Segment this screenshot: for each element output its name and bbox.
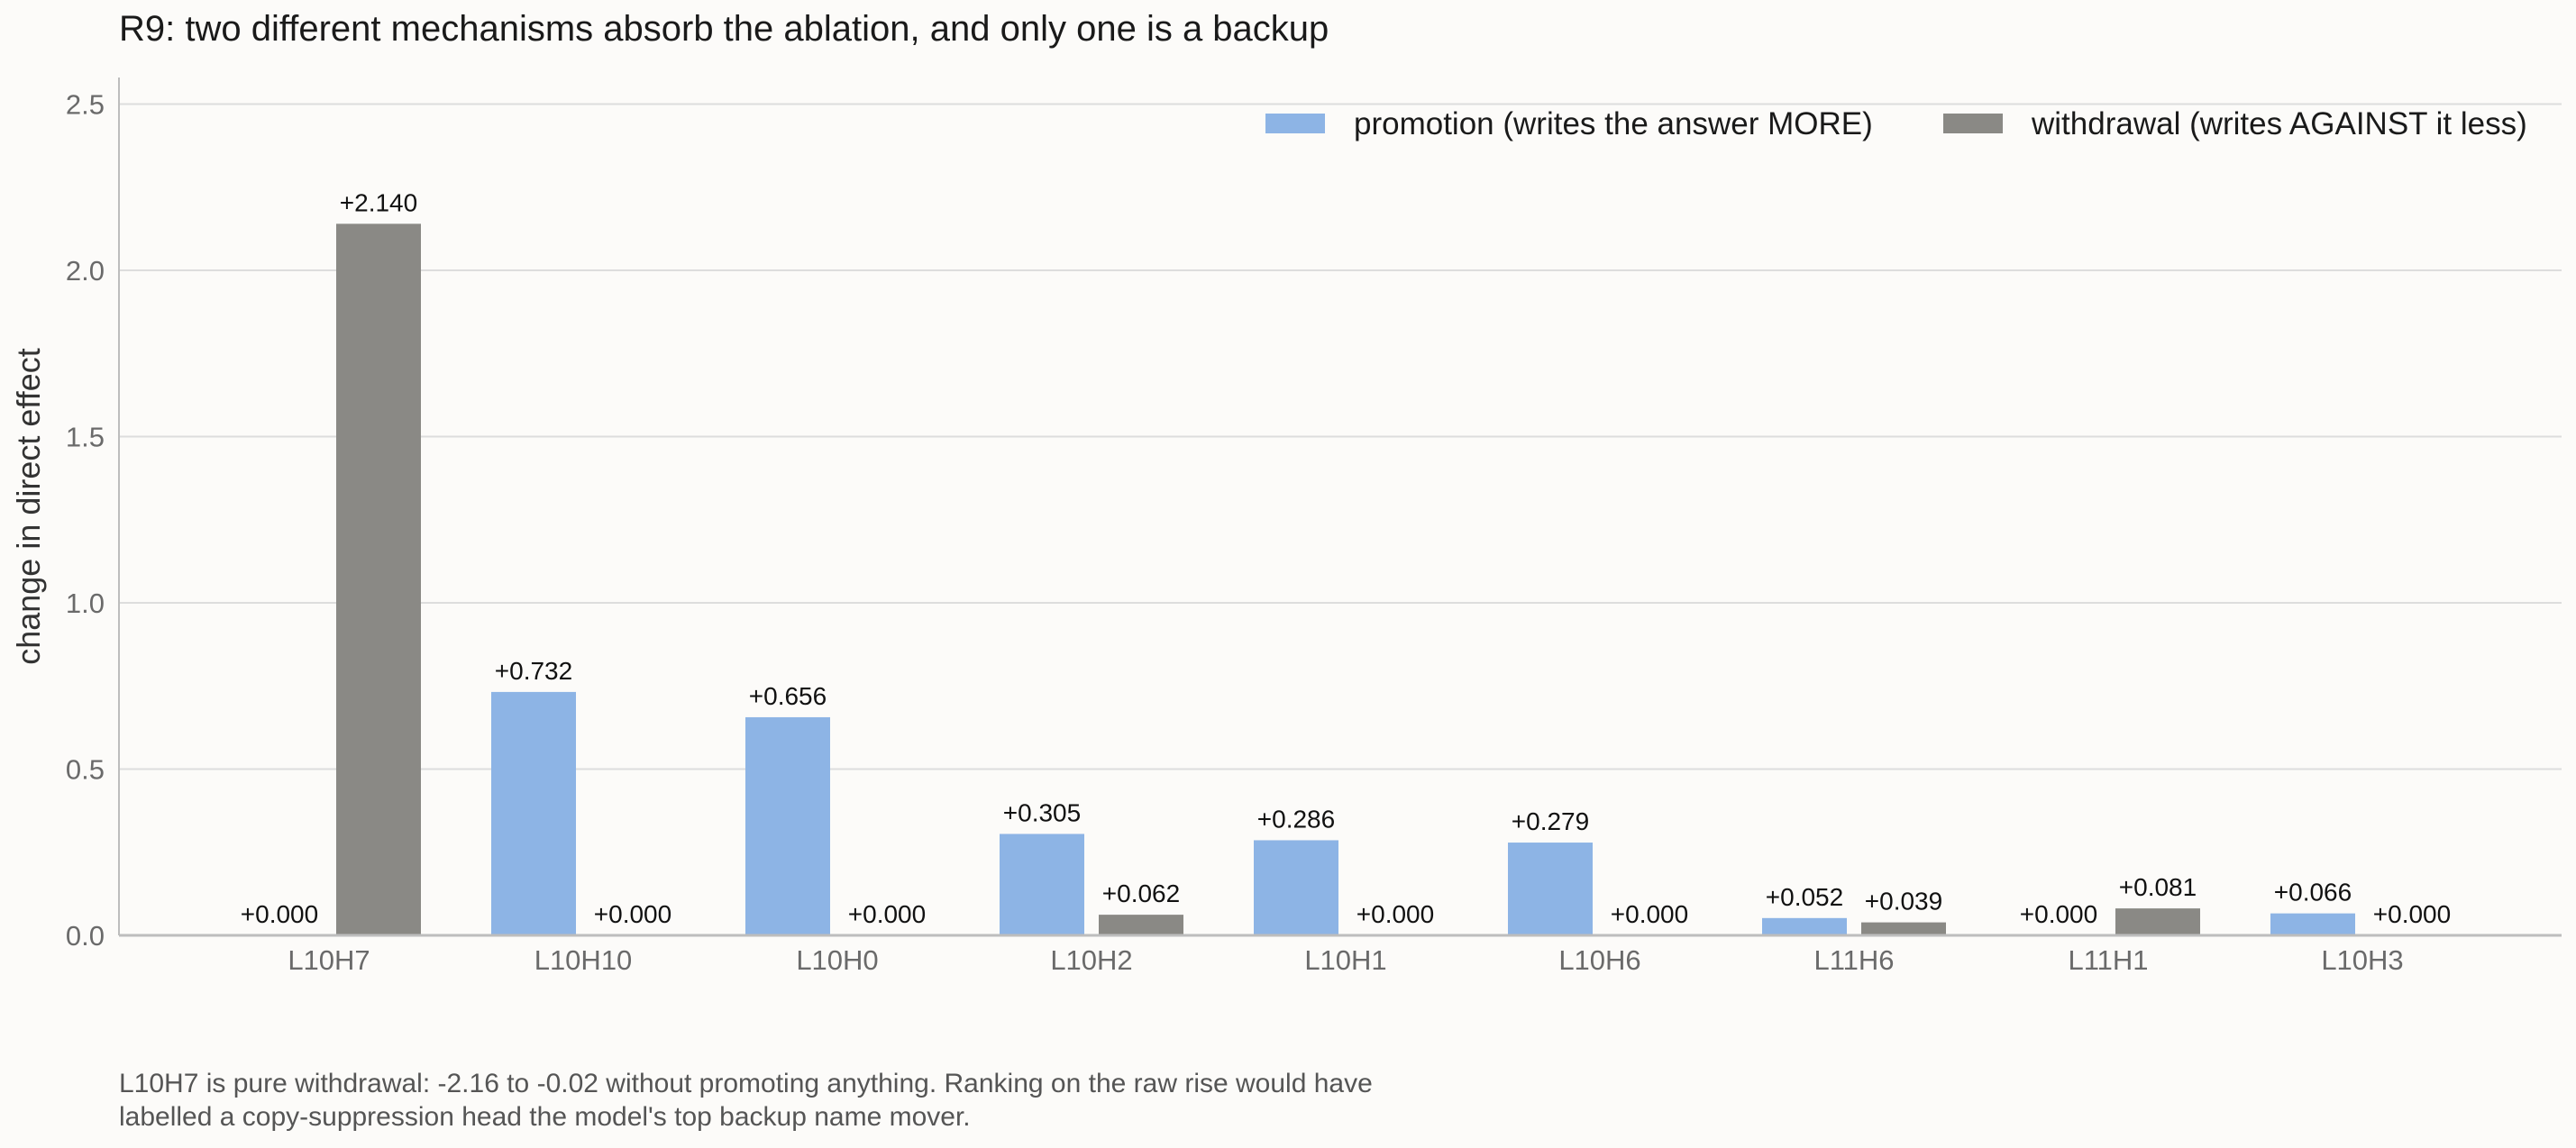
y-tick-label: 2.5 [66, 89, 105, 121]
data-label: +0.286 [1257, 805, 1335, 833]
bar-promotion [1762, 917, 1847, 935]
bar-withdrawal [1099, 915, 1183, 935]
y-tick-label: 1.5 [66, 422, 105, 453]
x-tick-label: L10H7 [288, 944, 370, 976]
bar-promotion [491, 691, 576, 935]
data-label: +0.062 [1102, 879, 1180, 907]
data-label: +0.305 [1003, 798, 1081, 826]
data-label: +0.000 [2020, 900, 2097, 928]
bar-withdrawal [336, 223, 421, 936]
data-label: +0.656 [749, 682, 827, 710]
data-label: +0.039 [1865, 888, 1942, 916]
bar-promotion [1508, 843, 1593, 935]
x-tick-label: L10H10 [534, 944, 633, 976]
chart-title: R9: two different mechanisms absorb the … [119, 9, 1329, 49]
data-label: +2.140 [340, 188, 417, 216]
legend-promotion-swatch [1265, 114, 1325, 133]
data-label: +0.000 [1611, 900, 1688, 928]
data-label: +0.081 [2119, 873, 2197, 901]
y-axis-label: change in direct effect [10, 348, 47, 665]
data-label: +0.066 [2274, 879, 2352, 907]
x-tick-label: L10H2 [1050, 944, 1132, 976]
data-label: +0.000 [1357, 900, 1434, 928]
footnote: L10H7 is pure withdrawal: -2.16 to -0.02… [119, 1067, 1832, 1134]
data-label: +0.000 [594, 900, 671, 928]
bar-withdrawal [1861, 922, 1946, 935]
data-label: +0.052 [1766, 883, 1843, 911]
y-tick-label: 1.0 [66, 588, 105, 619]
bar-promotion [1000, 834, 1084, 935]
bar-promotion [1254, 840, 1338, 935]
x-tick-label: L11H1 [2068, 944, 2148, 976]
data-label: +0.279 [1512, 807, 1589, 835]
data-label: +0.000 [2373, 900, 2451, 928]
y-tick-label: 2.0 [66, 255, 105, 287]
y-tick-label: 0.5 [66, 754, 105, 786]
x-tick-label: L10H3 [2321, 944, 2403, 976]
data-label: +0.732 [495, 657, 572, 685]
y-tick-label: 0.0 [66, 920, 105, 952]
x-tick-label: L10H1 [1304, 944, 1386, 976]
data-label: +0.000 [848, 900, 926, 928]
x-tick-label: L11H6 [1813, 944, 1894, 976]
x-tick-label: L10H0 [796, 944, 878, 976]
x-tick-label: L10H6 [1558, 944, 1640, 976]
footnote-line-2: labelled a copy-suppression head the mod… [119, 1102, 971, 1132]
footnote-line-1: L10H7 is pure withdrawal: -2.16 to -0.02… [119, 1069, 1373, 1098]
legend-promotion-label: promotion (writes the answer MORE) [1354, 106, 1873, 141]
data-label: +0.000 [241, 900, 318, 928]
bar-withdrawal [2115, 908, 2200, 935]
bar-promotion [745, 716, 830, 935]
legend-withdrawal-label: withdrawal (writes AGAINST it less) [2031, 106, 2527, 141]
legend-withdrawal-swatch [1943, 114, 2003, 133]
bar-promotion [2270, 913, 2355, 935]
